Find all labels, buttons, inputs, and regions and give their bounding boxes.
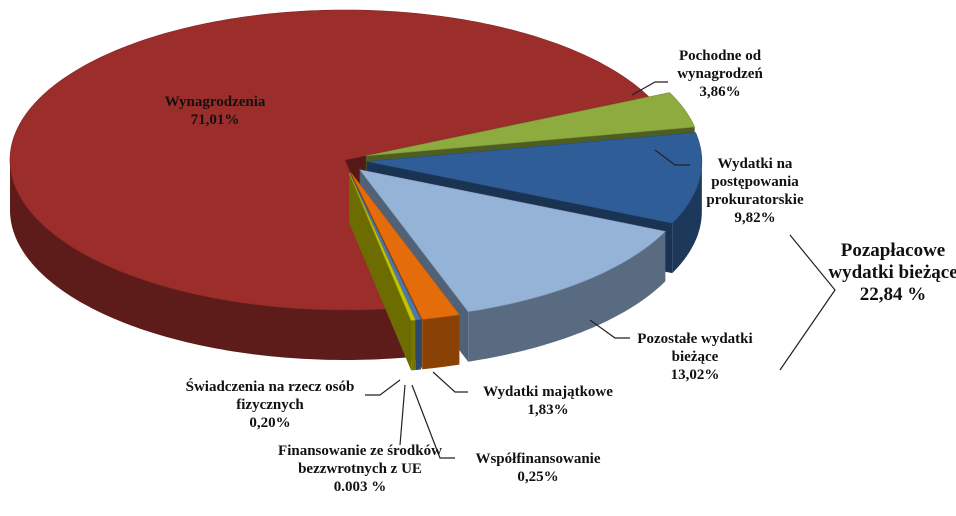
leader [631, 81, 668, 96]
annotation-value: 22,84 % [859, 284, 927, 305]
value-label: 1,83% [527, 402, 569, 418]
slice-top [366, 132, 703, 224]
slice-label: Finansowanie ze środków bezzwrotnych z U… [275, 442, 445, 496]
slice-top [365, 92, 696, 157]
slice-side [422, 314, 460, 370]
slice-top [348, 172, 416, 321]
leader [365, 379, 401, 396]
category-name: Wynagrodzenia [164, 94, 266, 110]
slice-label: Świadczenia na rzecz osób fizycznych 0,20… [175, 378, 365, 432]
category-name: Wydatki majątkowe [483, 384, 613, 400]
leader [432, 371, 468, 393]
slice [348, 172, 416, 371]
value-label: 13,02% [670, 367, 720, 383]
leader [654, 149, 690, 166]
slice-label: Wydatki majątkowe 1,83% [458, 383, 638, 419]
value-label: 0,25% [517, 469, 559, 485]
slice-top [359, 169, 666, 313]
slice-side [411, 320, 416, 371]
slice-label: Wydatki na postępowania prokuratorskie 9,… [685, 155, 825, 227]
slice-top [9, 9, 650, 311]
annotation: Pozapłacowe wydatki bieżące 22,84 % [828, 240, 956, 306]
category-name: Współfinansowanie [475, 451, 601, 467]
category-name: Finansowanie ze środków bezzwrotnych z U… [278, 443, 442, 477]
slice-top [350, 172, 460, 320]
leader [589, 319, 630, 339]
slice-side [672, 161, 702, 274]
value-label: 0.003 % [333, 479, 387, 495]
category-name: Pozostałe wydatki bieżące [637, 331, 753, 365]
value-label: 9,82% [734, 210, 776, 226]
pie [9, 9, 703, 371]
leader [411, 384, 455, 459]
slice-side [468, 231, 666, 362]
category-name: Pochodne od wynagrodzeń [677, 48, 763, 82]
slice-label: Pozostałe wydatki bieżące 13,02% [620, 330, 770, 384]
slice-label: Współfinansowanie 0,25% [448, 450, 628, 486]
value-label: 71,01% [190, 112, 240, 128]
leader [399, 384, 406, 446]
annotation-text: Pozapłacowe wydatki bieżące [828, 240, 956, 283]
slice-label: Wynagrodzenia 71,01% [145, 93, 285, 129]
value-label: 0,20% [249, 415, 291, 431]
slice-side [415, 319, 421, 370]
category-name: Wydatki na postępowania prokuratorskie [706, 156, 804, 208]
bracket [779, 234, 836, 371]
value-label: 3,86% [699, 84, 741, 100]
category-name: Świadczenia na rzecz osób fizycznych [185, 379, 355, 413]
slice-label: Pochodne od wynagrodzeń 3,86% [660, 47, 780, 101]
slice-side [10, 160, 407, 360]
slice-cut-face [349, 172, 412, 371]
